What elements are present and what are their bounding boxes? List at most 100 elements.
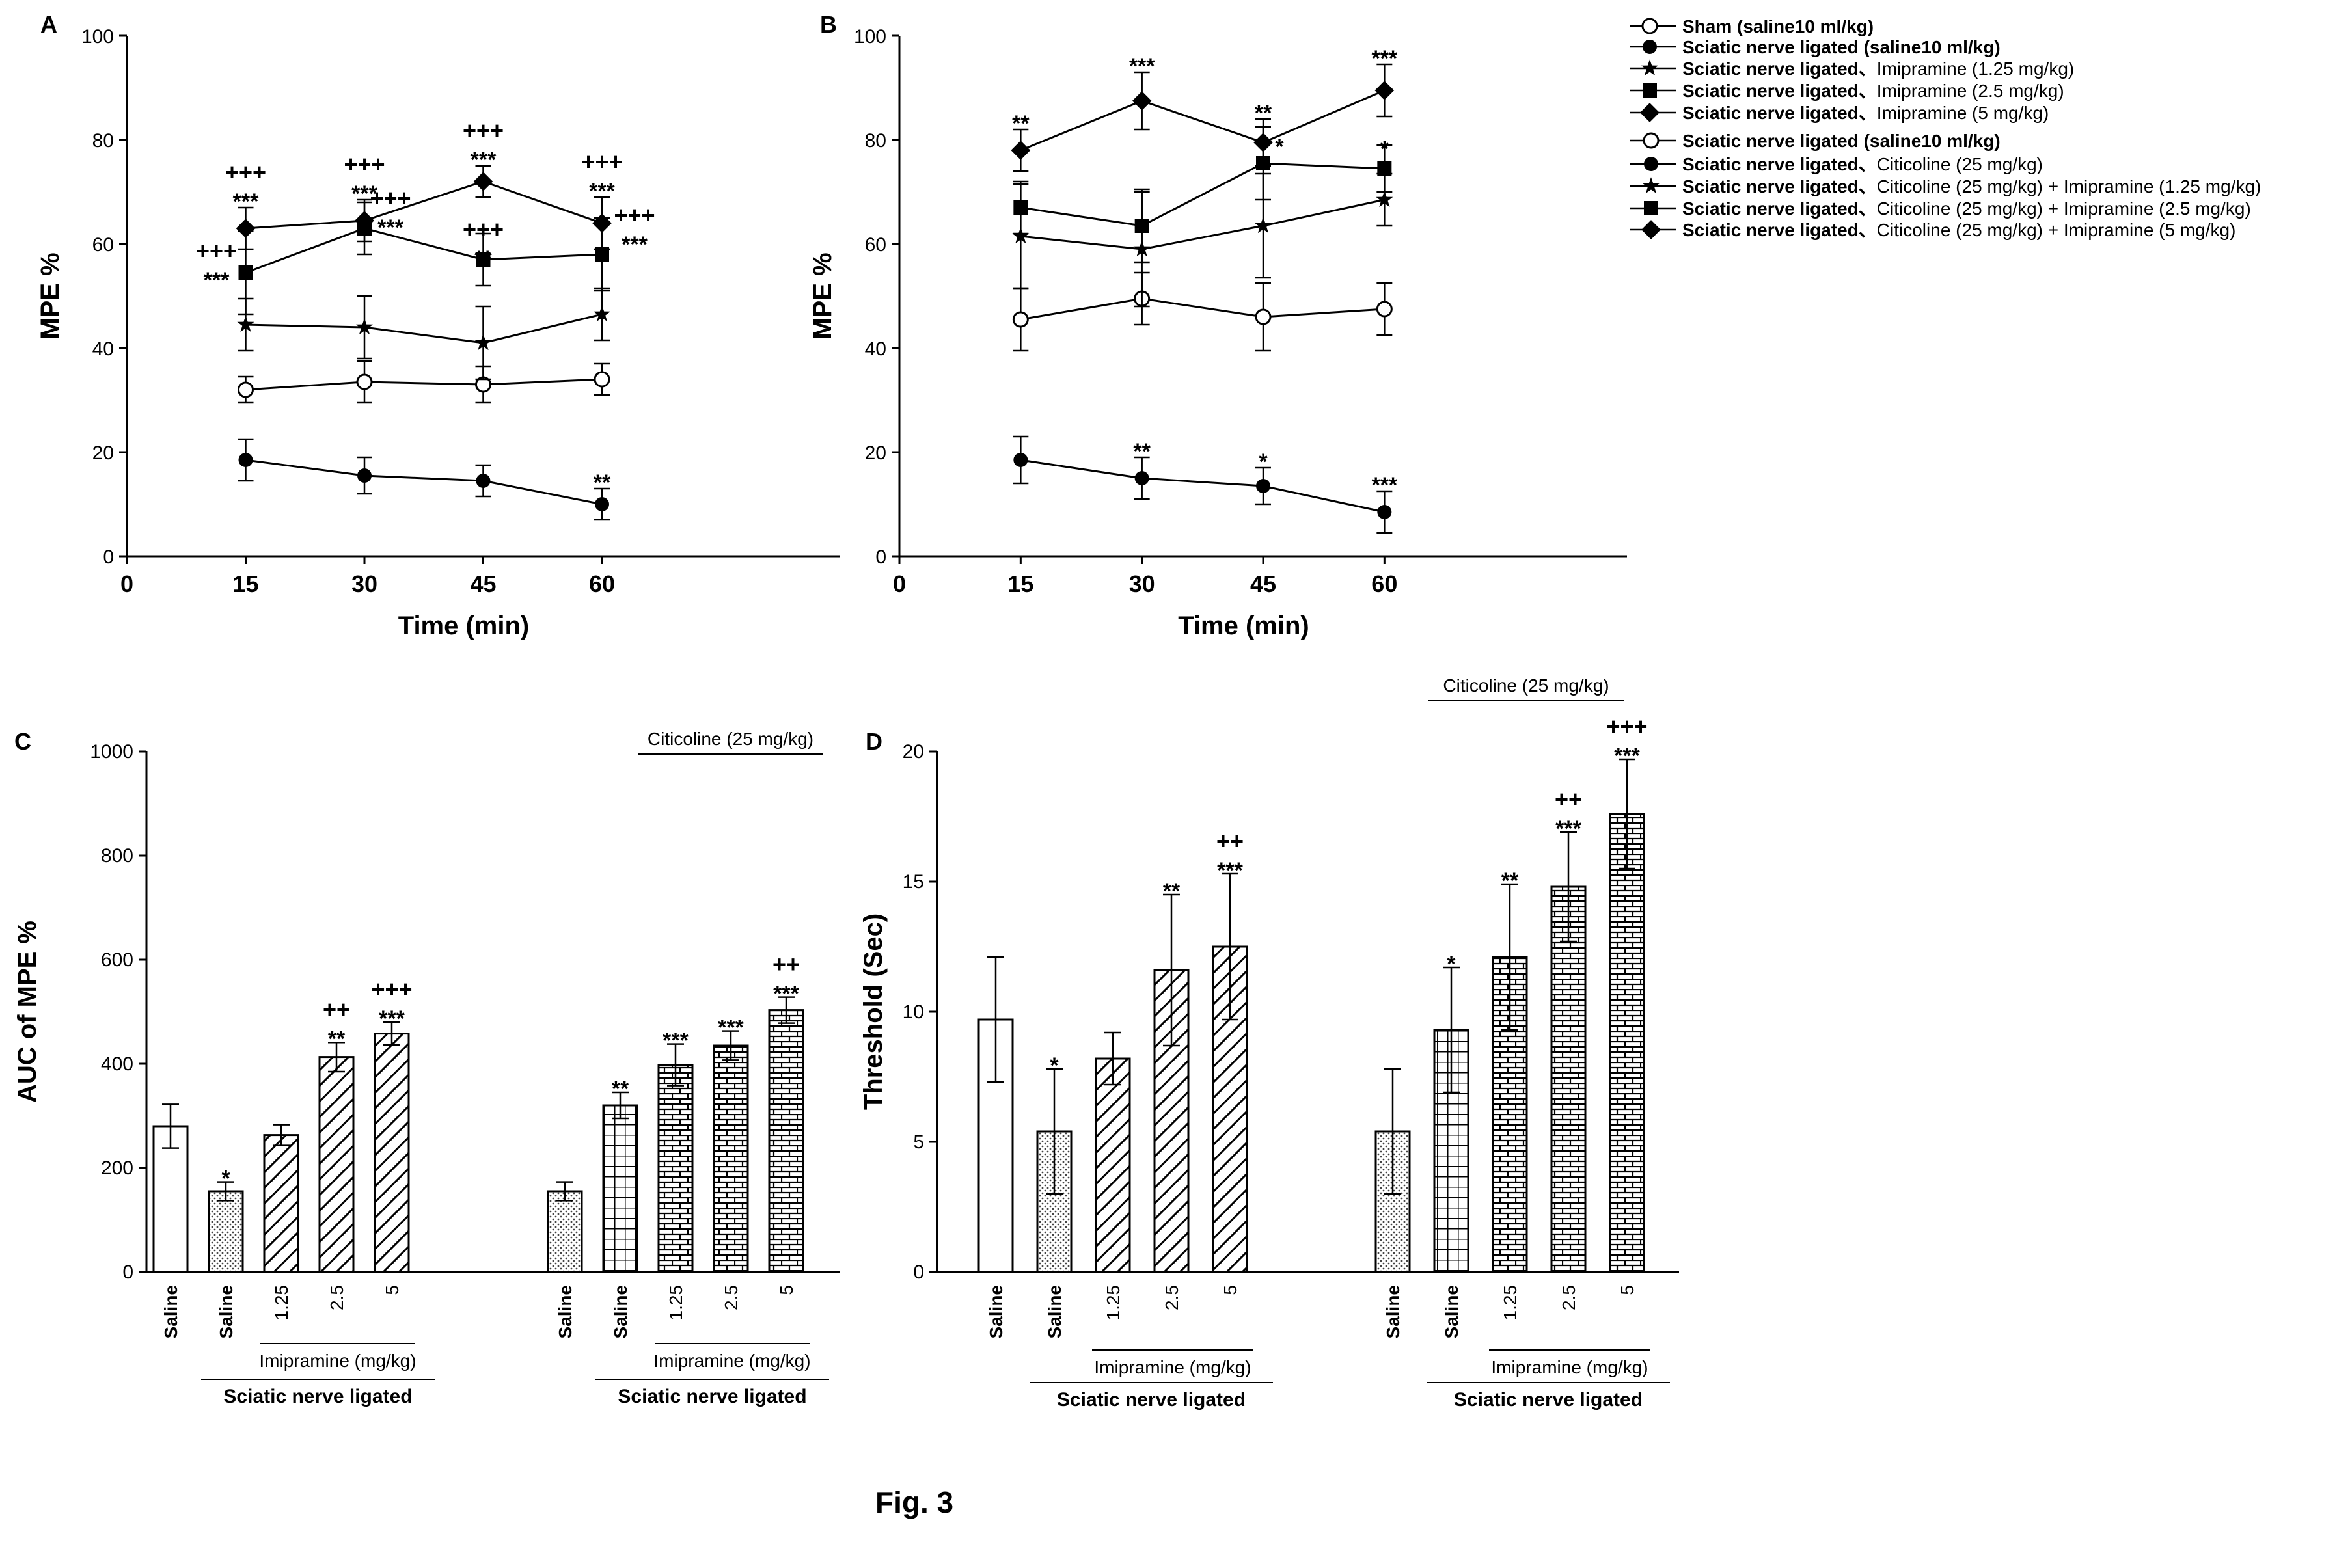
significance-label: *** xyxy=(718,1016,744,1040)
significance-label: ++ xyxy=(323,996,350,1023)
y-tick-label: 0 xyxy=(122,1262,133,1283)
bar-group-1: Saline * Saline 1.25 ** 2.5 *** ++ 5 Imipramine (… xyxy=(977,828,1273,1411)
data-point xyxy=(593,305,611,322)
legend-marker xyxy=(1641,18,1658,34)
y-tick-label: 1000 xyxy=(90,741,133,763)
category-label: Saline xyxy=(986,1285,1006,1338)
bar xyxy=(318,1056,355,1273)
panel-letter-d: D xyxy=(866,728,882,755)
significance-label: *** xyxy=(589,179,615,204)
significance-label: ++ xyxy=(772,951,800,978)
y-tick-label: 10 xyxy=(903,1001,924,1023)
series-filled-circle: ** xyxy=(238,438,611,521)
x-axis-label: Time (min) xyxy=(398,612,530,640)
x-tick-label: 45 xyxy=(470,571,496,597)
legend-entry: Sciatic nerve ligated、Citicoline (25 mg/… xyxy=(1630,198,2251,219)
top-label: Citicoline (25 mg/kg) xyxy=(648,729,813,749)
legend-entry: Sham (saline10 ml/kg) xyxy=(1630,16,1874,36)
significance-label: ** xyxy=(1133,439,1151,464)
significance-label: *** xyxy=(233,189,259,214)
data-point xyxy=(1011,141,1031,160)
y-tick-label: 5 xyxy=(913,1131,924,1153)
legend-label-bold: Sciatic nerve ligated、 xyxy=(1682,220,1877,240)
bar xyxy=(657,1064,694,1273)
legend-entry: Sciatic nerve ligated、Imipramine (5 mg/k… xyxy=(1630,103,2049,123)
category-label: 1.25 xyxy=(271,1285,292,1321)
significance-label: *** xyxy=(379,1007,405,1031)
legend-label-detail: Imipramine (5 mg/kg) xyxy=(1877,103,2049,123)
data-point xyxy=(1013,453,1028,467)
significance-label: *** xyxy=(1555,817,1581,841)
significance-label: ** xyxy=(1163,879,1181,904)
data-point xyxy=(1134,471,1149,485)
legend-label-bold: Sciatic nerve ligated、 xyxy=(1682,103,1877,123)
x-tick-label: 0 xyxy=(893,571,906,597)
y-tick-label: 400 xyxy=(101,1053,133,1075)
group-label: Sciatic nerve ligated xyxy=(1454,1389,1643,1411)
legend-label-bold: Sciatic nerve ligated、 xyxy=(1682,59,1877,79)
y-tick-label: 40 xyxy=(92,338,114,360)
figure-caption: Fig. 3 xyxy=(875,1485,953,1519)
legend-label-detail: Imipramine (2.5 mg/kg) xyxy=(1877,81,2064,101)
legend-entry: Sciatic nerve ligated (saline10 ml/kg) xyxy=(1630,37,2001,57)
bar xyxy=(1374,1130,1411,1273)
y-tick-label: 60 xyxy=(92,234,114,256)
data-point xyxy=(1376,301,1393,318)
significance-label: *** xyxy=(663,1029,689,1053)
legend-entry: Sciatic nerve ligated (saline10 ml/kg) xyxy=(1630,131,2001,151)
significance-label: * xyxy=(1380,137,1389,161)
series-line xyxy=(1020,89,1385,152)
series-diamond: *** +++ *** +++ *** +++ *** +++ xyxy=(225,117,623,250)
data-point xyxy=(1012,311,1029,328)
significance-label: ++ xyxy=(1216,828,1244,854)
significance-label: ** xyxy=(612,1077,629,1102)
significance-label: +++ xyxy=(581,148,622,175)
x-tick-label: 60 xyxy=(1371,571,1397,597)
top-label: Citicoline (25 mg/kg) xyxy=(1443,675,1609,696)
series-square: ***+++***+++**+++***+++ xyxy=(196,185,655,316)
legend-marker xyxy=(1644,201,1658,215)
significance-label: *** xyxy=(773,982,799,1007)
category-label: Saline xyxy=(1383,1285,1403,1338)
legend-label: Sciatic nerve ligated、Imipramine (2.5 mg… xyxy=(1682,81,2064,101)
y-tick-label: 20 xyxy=(92,442,114,464)
y-tick-label: 100 xyxy=(81,26,114,47)
significance-label: +++ xyxy=(371,976,412,1003)
bar xyxy=(152,1125,189,1273)
category-label: Saline xyxy=(1441,1285,1462,1338)
data-point xyxy=(476,474,491,488)
legend-label-bold: Sciatic nerve ligated (saline10 ml/kg) xyxy=(1682,37,2001,57)
y-tick-label: 80 xyxy=(92,130,114,152)
group-label: Sciatic nerve ligated xyxy=(1057,1389,1246,1411)
data-point xyxy=(238,453,253,467)
chart-panel-d: 0 5 10 15 20 Threshold (Sec) Saline * Saline 1.25… xyxy=(859,675,1679,1411)
bar xyxy=(1609,813,1645,1273)
legend-label-bold: Sciatic nerve ligated、 xyxy=(1682,176,1877,196)
series-line xyxy=(245,227,603,274)
bar xyxy=(263,1134,299,1273)
x-tick-label: 15 xyxy=(1007,571,1033,597)
legend-label-bold: Sciatic nerve ligated、 xyxy=(1682,154,1877,174)
significance-label: *** xyxy=(1371,46,1397,71)
legend-label: Sciatic nerve ligated、Citicoline (25 mg/… xyxy=(1682,220,2235,240)
legend-label-detail: Imipramine (1.25 mg/kg) xyxy=(1877,59,2074,79)
data-point xyxy=(1255,308,1272,325)
data-point xyxy=(357,468,372,483)
series-line xyxy=(1020,297,1385,321)
significance-label: *** xyxy=(471,148,497,172)
significance-label: ** xyxy=(328,1027,346,1051)
legend-marker xyxy=(1643,132,1660,149)
data-point xyxy=(1374,81,1395,100)
significance-label: * xyxy=(1050,1053,1059,1078)
legend: Sham (saline10 ml/kg)Sciatic nerve ligat… xyxy=(1630,16,2261,240)
panel-letter-c: C xyxy=(14,728,31,755)
significance-label: +++ xyxy=(196,237,237,264)
series-filled-circle: ** **** xyxy=(1013,435,1398,534)
legend-marker xyxy=(1641,220,1661,239)
data-point xyxy=(594,371,610,388)
legend-label-detail: Citicoline (25 mg/kg) + Imipramine (1.25… xyxy=(1877,176,2261,196)
legend-marker xyxy=(1642,177,1660,194)
data-point xyxy=(1377,505,1392,519)
